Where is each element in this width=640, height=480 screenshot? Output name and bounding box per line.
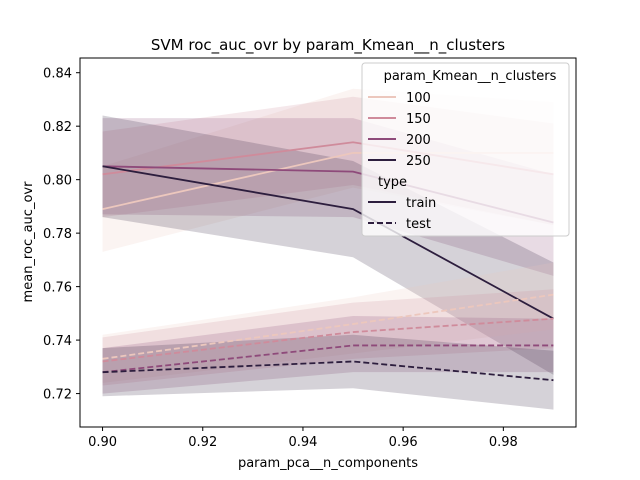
y-axis-label: mean_roc_auc_ovr xyxy=(21,181,36,303)
legend-style-title: type xyxy=(378,175,407,190)
legend-hue-title: param_Kmean__n_clusters xyxy=(384,69,557,84)
band-100-test xyxy=(102,262,554,383)
band-250-test xyxy=(102,334,554,410)
chart-title: SVM roc_auc_ovr by param_Kmean__n_cluste… xyxy=(151,36,505,55)
legend-label-150: 150 xyxy=(406,112,431,127)
band-150-test xyxy=(102,289,554,386)
legend-label-200: 200 xyxy=(406,133,431,148)
x-tick-label: 0.90 xyxy=(88,435,117,450)
line-250-test xyxy=(102,360,554,382)
y-tick-label: 0.82 xyxy=(43,120,72,135)
y-tick-label: 0.76 xyxy=(43,281,72,296)
y-tick-label: 0.78 xyxy=(43,227,72,242)
line-250-train xyxy=(102,165,554,320)
legend-label-test: test xyxy=(406,217,431,232)
legend-label-100: 100 xyxy=(406,91,431,106)
x-axis: 0.90 0.92 0.94 0.96 0.98 xyxy=(88,427,518,450)
y-tick-label: 0.72 xyxy=(43,388,72,403)
legend: param_Kmean__n_clusters 100 150 200 250 … xyxy=(361,62,570,237)
y-axis: 0.72 0.74 0.76 0.78 0.80 0.82 0.84 xyxy=(43,67,80,403)
x-axis-label: param_pca__n_components xyxy=(238,456,418,471)
line-200-test xyxy=(102,344,554,374)
line-100-test xyxy=(102,293,554,360)
y-tick-label: 0.80 xyxy=(43,174,72,189)
y-tick-label: 0.74 xyxy=(43,334,72,349)
x-tick-label: 0.94 xyxy=(288,435,317,450)
plot-frame xyxy=(79,57,577,428)
legend-box xyxy=(361,62,570,237)
y-tick-label: 0.84 xyxy=(43,67,72,82)
band-200-test xyxy=(102,316,554,394)
line-150-test xyxy=(102,317,554,363)
x-tick-label: 0.92 xyxy=(188,435,217,450)
x-tick-label: 0.96 xyxy=(389,435,418,450)
legend-label-250: 250 xyxy=(406,154,431,169)
legend-label-train: train xyxy=(406,196,436,211)
x-tick-label: 0.98 xyxy=(489,435,518,450)
band-250-train xyxy=(102,115,554,375)
